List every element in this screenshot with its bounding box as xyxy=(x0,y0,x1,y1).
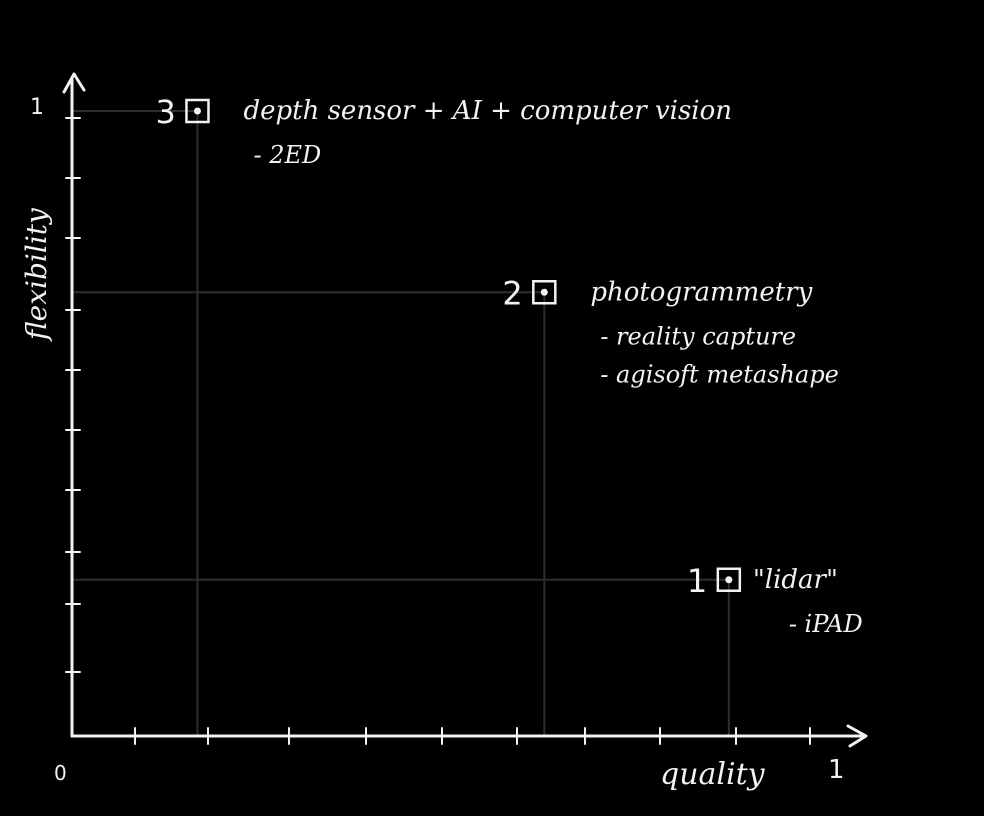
y-axis-title: flexibility xyxy=(20,207,53,342)
point-note: - iPAD xyxy=(789,610,863,638)
point-marker-box xyxy=(185,98,210,124)
point-marker-box xyxy=(716,567,742,592)
x-max-label: 1 xyxy=(828,755,845,785)
point-note: - agisoft metashape xyxy=(600,360,839,388)
origin-label: 0 xyxy=(54,761,67,785)
point-marker-dot xyxy=(540,288,548,296)
y-axis-arrowhead xyxy=(62,72,86,94)
y-axis-ticks xyxy=(65,117,81,673)
data-points: 3 depth sensor + AI + computer vision - 2E… xyxy=(155,93,862,638)
data-point-3: 3 depth sensor + AI + computer vision - 2E… xyxy=(155,93,732,169)
x-axis-arrowhead xyxy=(846,724,868,748)
point-note: - reality capture xyxy=(600,322,796,350)
point-title: photogrammetry xyxy=(590,277,812,307)
point-number: 1 xyxy=(687,562,707,600)
y-max-label: 1 xyxy=(30,95,44,120)
guide-lines xyxy=(72,110,730,736)
point-number: 3 xyxy=(155,93,175,131)
axes xyxy=(62,72,868,748)
point-title: "lidar" xyxy=(753,565,838,595)
x-axis-title: quality xyxy=(660,757,766,792)
data-point-2: 2 photogrammetry - reality capture - agisof… xyxy=(502,274,839,388)
point-note: - 2ED xyxy=(253,141,321,169)
point-title: depth sensor + AI + computer vision xyxy=(243,96,732,126)
point-number: 2 xyxy=(502,274,522,312)
x-axis-ticks xyxy=(134,727,811,745)
data-point-1: 1 "lidar" - iPAD xyxy=(687,562,863,638)
point-marker-dot xyxy=(193,107,201,115)
point-marker-box xyxy=(532,280,557,305)
point-marker-dot xyxy=(725,576,733,584)
